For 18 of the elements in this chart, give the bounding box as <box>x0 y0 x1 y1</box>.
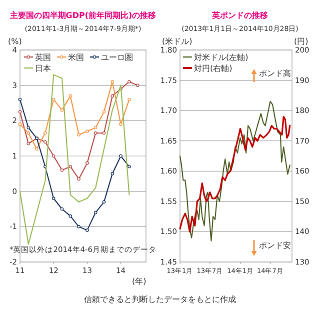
chart-title: 英ポンドの推移 <box>211 11 268 20</box>
line-series <box>179 100 290 242</box>
legend-label: ユーロ圏 <box>101 53 133 62</box>
legend-label: 対円(右軸) <box>194 64 232 73</box>
x-axis-title: (年) <box>132 277 146 286</box>
chart-title: 主要国の四半期GDP(前年同期比)の推移 <box>8 10 156 20</box>
line-series <box>179 116 291 233</box>
y2-axis-title: (円) <box>294 37 308 46</box>
text: 信頼できると判断したデータをもとに作成 <box>84 295 236 304</box>
legend-label: 対米ドル(左軸) <box>194 53 248 62</box>
legend-label: 日本 <box>35 64 51 73</box>
annotation: ポンド安 <box>259 241 291 250</box>
legend-label: 英国 <box>35 53 51 62</box>
y-axis-title: (米ドル) <box>162 37 192 46</box>
annotation: ポンド高 <box>259 69 291 78</box>
line-series <box>19 74 130 245</box>
y-axis-title: (%) <box>8 37 22 46</box>
legend-label: 米国 <box>68 53 84 62</box>
